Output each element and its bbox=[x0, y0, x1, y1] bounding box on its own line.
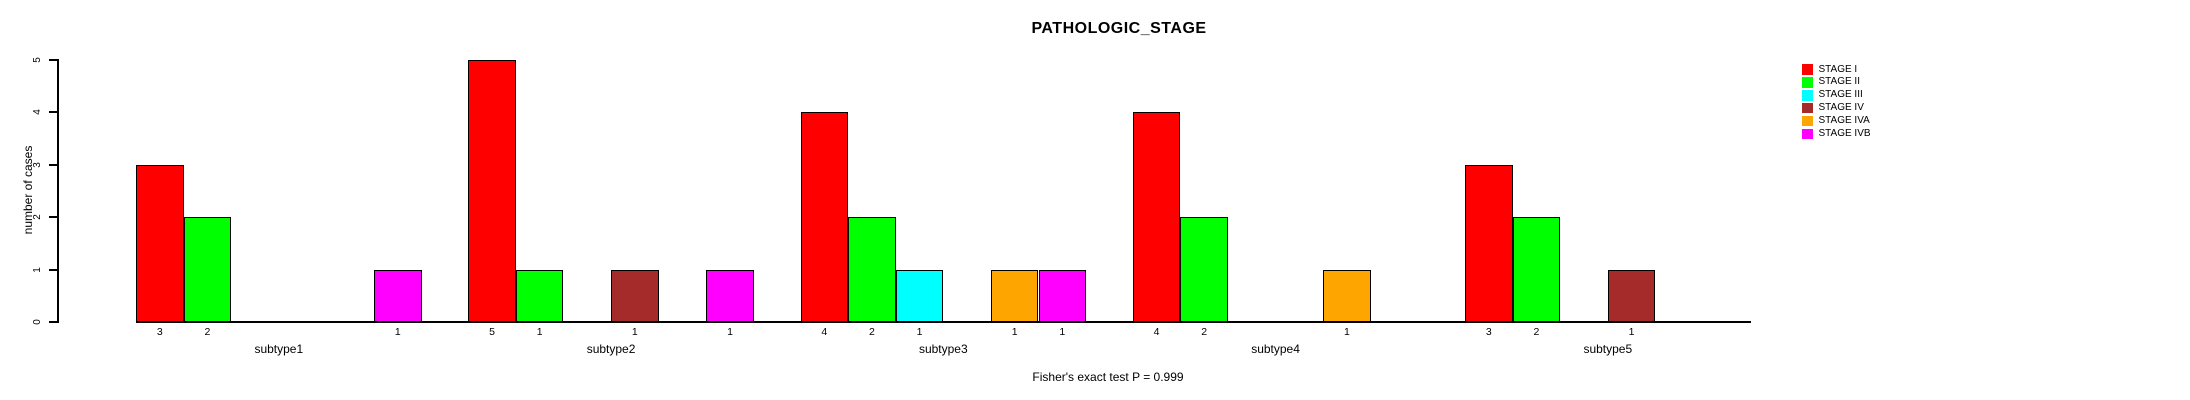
y-axis-tick-label: 5 bbox=[32, 56, 43, 63]
y-axis-tick-label: 0 bbox=[32, 319, 43, 325]
bar-count-label: 1 bbox=[1628, 326, 1635, 338]
bar bbox=[1512, 217, 1561, 322]
legend-item: STAGE II bbox=[1802, 77, 1860, 88]
bar bbox=[611, 269, 659, 322]
bar-count-label: 4 bbox=[1153, 326, 1160, 338]
bar-count-label: 1 bbox=[916, 326, 923, 338]
y-axis-label: number of cases bbox=[21, 145, 35, 235]
legend-swatch bbox=[1802, 90, 1813, 101]
legend-swatch bbox=[1802, 128, 1813, 140]
bar bbox=[515, 269, 564, 322]
legend-swatch bbox=[1802, 64, 1813, 75]
bar-count-label: 1 bbox=[1344, 326, 1350, 338]
legend-label: STAGE IVB bbox=[1818, 128, 1871, 139]
legend-swatch bbox=[1802, 115, 1813, 127]
bar bbox=[848, 217, 896, 322]
legend-label: STAGE IVA bbox=[1818, 115, 1870, 127]
legend-label: STAGE IV bbox=[1818, 102, 1864, 114]
y-axis-tick bbox=[48, 163, 57, 166]
y-axis-tick-label: 2 bbox=[32, 214, 43, 220]
fisher-test-annotation: Fisher's exact test P = 0.999 bbox=[1032, 370, 1184, 384]
legend-item: STAGE IV bbox=[1802, 103, 1864, 114]
bar bbox=[1465, 164, 1513, 322]
legend-item: STAGE I bbox=[1802, 64, 1857, 75]
bar bbox=[1180, 217, 1228, 322]
legend-swatch bbox=[1802, 77, 1813, 88]
bar bbox=[1323, 269, 1371, 322]
y-axis-tick bbox=[48, 58, 57, 61]
legend-item: STAGE III bbox=[1802, 90, 1863, 101]
bar-count-label: 5 bbox=[489, 326, 495, 338]
bar bbox=[1132, 112, 1181, 322]
bar-count-label: 1 bbox=[727, 326, 733, 338]
y-axis-tick-label: 1 bbox=[32, 266, 43, 273]
bar bbox=[800, 112, 849, 322]
x-axis-line bbox=[136, 321, 1751, 323]
bar-count-label: 1 bbox=[536, 326, 543, 338]
x-axis-category-label: subtype2 bbox=[586, 342, 636, 356]
bar bbox=[706, 269, 754, 322]
y-axis-tick bbox=[48, 321, 57, 323]
bar-count-label: 2 bbox=[1201, 326, 1208, 338]
bar bbox=[468, 59, 516, 322]
x-axis-category-label: subtype5 bbox=[1583, 342, 1633, 356]
bar-count-label: 3 bbox=[1485, 326, 1492, 338]
bar-count-label: 1 bbox=[394, 326, 401, 338]
y-axis-line bbox=[56, 59, 59, 323]
y-axis-tick bbox=[48, 111, 57, 113]
bar bbox=[136, 164, 184, 322]
bar bbox=[990, 269, 1039, 322]
legend-label: STAGE II bbox=[1818, 76, 1861, 88]
bar-count-label: 1 bbox=[631, 326, 638, 338]
y-axis-tick bbox=[48, 216, 57, 218]
legend-label: STAGE III bbox=[1818, 89, 1863, 101]
legend-label: STAGE I bbox=[1818, 63, 1858, 75]
bar bbox=[1607, 269, 1656, 322]
bar-count-label: 2 bbox=[868, 326, 875, 338]
bar bbox=[1038, 269, 1087, 322]
y-axis-tick-label: 3 bbox=[32, 161, 43, 168]
x-axis-category-label: subtype3 bbox=[918, 342, 968, 356]
bar-count-label: 2 bbox=[204, 326, 211, 338]
legend-swatch bbox=[1802, 102, 1813, 114]
legend-item: STAGE IVB bbox=[1802, 129, 1871, 140]
x-axis-category-label: subtype1 bbox=[254, 342, 304, 356]
y-axis-tick-label: 4 bbox=[32, 109, 43, 115]
bar bbox=[183, 217, 232, 322]
bar-count-label: 1 bbox=[1011, 326, 1018, 338]
bar bbox=[374, 269, 422, 322]
bar-count-label: 2 bbox=[1533, 326, 1540, 338]
y-axis-tick bbox=[48, 268, 57, 271]
legend-item: STAGE IVA bbox=[1802, 116, 1870, 127]
bar-count-label: 3 bbox=[156, 326, 163, 338]
bar bbox=[895, 269, 944, 322]
bar-count-label: 4 bbox=[821, 326, 828, 338]
chart-title: PATHOLOGIC_STAGE bbox=[1031, 20, 1207, 37]
x-axis-category-label: subtype4 bbox=[1251, 342, 1300, 356]
bar-count-label: 1 bbox=[1059, 326, 1066, 338]
